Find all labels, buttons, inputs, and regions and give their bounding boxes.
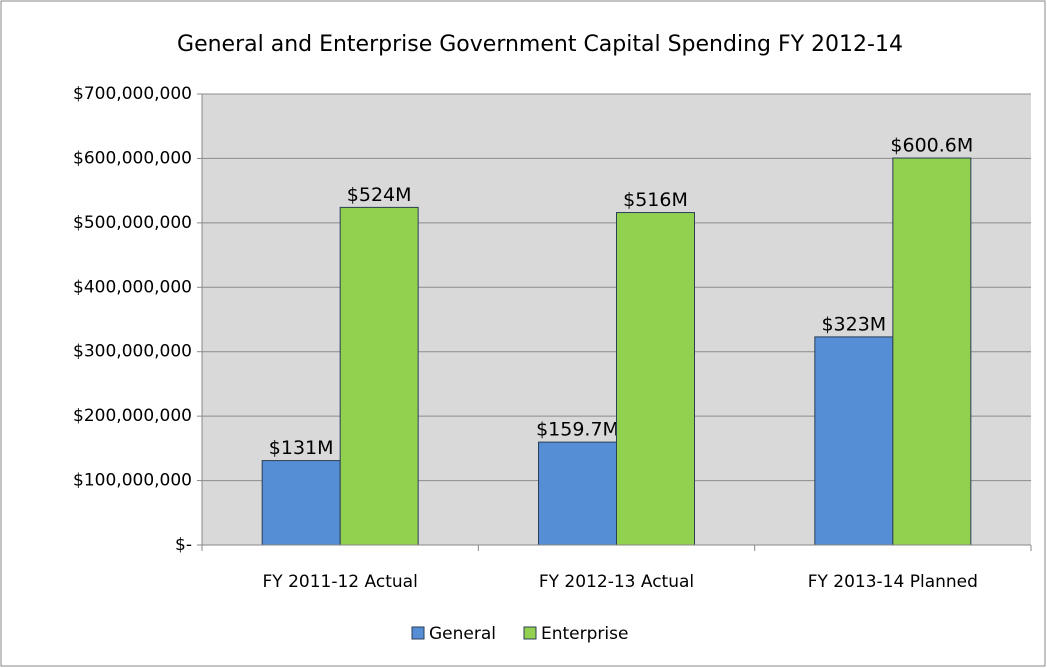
x-tick-label: FY 2013-14 Planned — [808, 572, 978, 592]
bar — [892, 157, 972, 546]
data-label: $600.6M — [890, 135, 973, 157]
chart-title: General and Enterprise Government Capita… — [177, 32, 903, 57]
bar — [814, 336, 894, 546]
bar — [261, 460, 341, 546]
legend-swatch — [411, 626, 425, 640]
bar — [538, 441, 617, 546]
y-tick-label: $100,000,000 — [73, 471, 192, 491]
y-tick-label: $700,000,000 — [73, 84, 192, 104]
data-label: $159.7M — [536, 419, 619, 441]
y-tick-label: $200,000,000 — [73, 406, 192, 426]
y-tick-label: $400,000,000 — [73, 277, 192, 297]
data-label: $131M — [269, 437, 334, 459]
legend-label: Enterprise — [541, 624, 628, 644]
y-tick-label: $600,000,000 — [73, 148, 192, 168]
x-tick-label: FY 2012-13 Actual — [539, 572, 694, 592]
y-tick-label: $- — [175, 535, 192, 555]
bar — [616, 212, 695, 546]
legend-swatch — [523, 626, 537, 640]
y-tick-label: $500,000,000 — [73, 213, 192, 233]
data-label: $524M — [347, 184, 412, 206]
data-label: $323M — [821, 313, 886, 335]
legend-label: General — [429, 624, 496, 644]
bar — [339, 206, 419, 546]
data-label: $516M — [623, 189, 688, 211]
y-tick-label: $300,000,000 — [73, 342, 192, 362]
x-tick-label: FY 2011-12 Actual — [263, 572, 418, 592]
